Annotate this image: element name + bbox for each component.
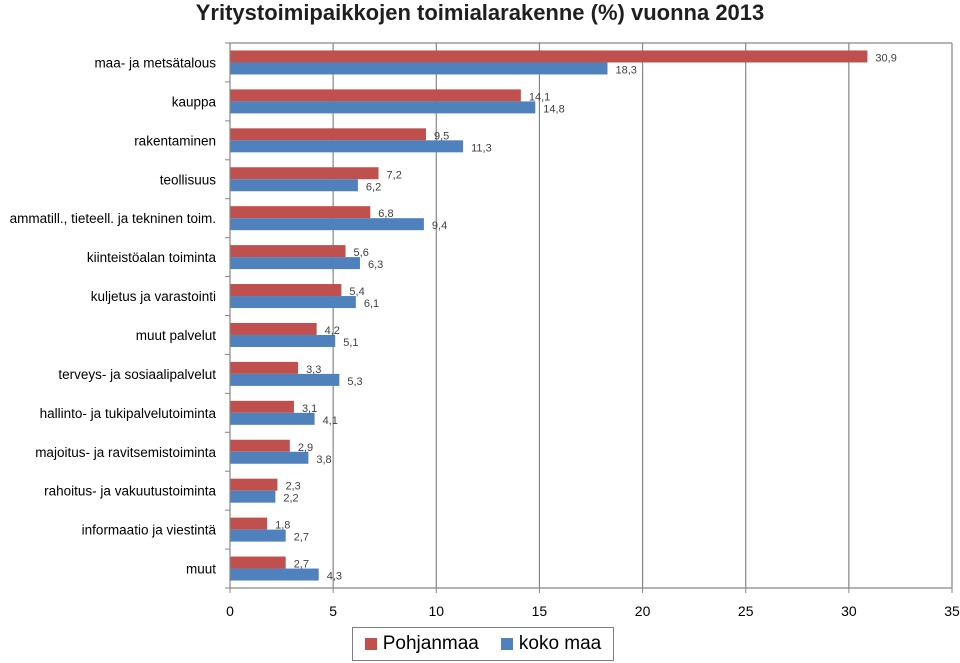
- category-label: muut: [186, 562, 216, 577]
- category-label: muut palvelut: [136, 328, 217, 343]
- bars: [230, 50, 868, 581]
- category-label: kuljetus ja varastointi: [91, 289, 216, 304]
- data-label-pohjanmaa: 30,9: [875, 52, 896, 64]
- bar-pohjanmaa: [230, 400, 294, 413]
- data-label-pohjanmaa: 3,1: [302, 403, 317, 415]
- data-label-koko-maa: 11,3: [471, 142, 492, 154]
- bar-pohjanmaa: [230, 50, 868, 63]
- bar-koko-maa: [230, 568, 319, 581]
- data-label-pohjanmaa: 7,2: [387, 169, 402, 181]
- bar-pohjanmaa: [230, 128, 426, 141]
- data-label-koko-maa: 2,7: [294, 532, 309, 544]
- data-label-koko-maa: 18,3: [616, 64, 637, 76]
- data-label-pohjanmaa: 2,9: [298, 442, 313, 454]
- data-label-koko-maa: 5,1: [343, 337, 358, 349]
- bar-pohjanmaa: [230, 361, 299, 374]
- bar-pohjanmaa: [230, 478, 278, 491]
- bar-koko-maa: [230, 490, 276, 503]
- x-tick-label: 5: [329, 603, 337, 619]
- data-label-pohjanmaa: 1,8: [275, 520, 290, 532]
- legend-label-koko-maa: koko maa: [518, 633, 602, 654]
- category-label: teollisuus: [160, 172, 217, 187]
- chart-title: Yritystoimipaikkojen toimialarakenne (%)…: [195, 0, 765, 25]
- bar-koko-maa: [230, 296, 356, 309]
- bar-koko-maa: [230, 179, 358, 192]
- legend-item-koko-maa: koko maa: [500, 633, 602, 655]
- data-label-koko-maa: 5,3: [347, 376, 362, 388]
- bar-pohjanmaa: [230, 89, 521, 102]
- gridlines: [230, 42, 953, 588]
- bar-koko-maa: [230, 257, 360, 270]
- data-label-pohjanmaa: 2,3: [285, 481, 300, 493]
- bar-pohjanmaa: [230, 206, 371, 219]
- category-label: ammatill., tieteell. ja tekninen toim.: [10, 211, 216, 226]
- legend-swatch-pohjanmaa: [364, 638, 377, 650]
- data-label-koko-maa: 9,4: [432, 220, 447, 232]
- bar-pohjanmaa: [230, 245, 346, 258]
- data-label-pohjanmaa: 5,4: [349, 286, 364, 298]
- data-label-pohjanmaa: 2,7: [294, 559, 309, 571]
- data-label-koko-maa: 2,2: [283, 493, 298, 505]
- x-tick-label: 35: [944, 603, 960, 619]
- bar-pohjanmaa: [230, 284, 342, 297]
- legend: Pohjanmaa koko maa: [352, 627, 614, 661]
- x-tick-label: 0: [226, 603, 234, 619]
- x-tick-label: 15: [532, 603, 548, 619]
- category-label: hallinto- ja tukipalvelutoiminta: [40, 406, 217, 421]
- x-tick-label: 10: [428, 603, 444, 619]
- bar-koko-maa: [230, 529, 286, 542]
- data-label-pohjanmaa: 6,8: [378, 208, 393, 220]
- x-tick-label: 20: [635, 603, 651, 619]
- category-label: terveys- ja sosiaalipalvelut: [58, 367, 216, 382]
- bar-koko-maa: [230, 412, 315, 425]
- data-label-koko-maa: 4,3: [327, 571, 342, 583]
- bar-pohjanmaa: [230, 439, 290, 452]
- data-label-koko-maa: 6,2: [366, 181, 381, 193]
- category-label: majoitus- ja ravitsemistoiminta: [35, 445, 216, 460]
- bar-pohjanmaa: [230, 167, 379, 180]
- data-label-pohjanmaa: 4,2: [325, 325, 340, 337]
- data-labels: 30,9 14,1 9,5 7,2 6,8 5,6 5,4 4,2 3,3 3,1 2,9 2,3 1,…: [275, 52, 897, 582]
- data-label-pohjanmaa: 14,1: [529, 91, 550, 103]
- category-label: informaatio ja viestintä: [82, 523, 217, 538]
- axes: 0 5 10 15 20 25 30 35 maa- ja metsätalous kauppa r…: [10, 42, 960, 619]
- bar-koko-maa: [230, 218, 424, 231]
- bar-koko-maa: [230, 101, 536, 114]
- category-label: maa- ja metsätalous: [94, 55, 216, 70]
- category-label: kiinteistöalan toiminta: [87, 250, 217, 265]
- data-label-pohjanmaa: 5,6: [354, 247, 369, 259]
- bar-pohjanmaa: [230, 322, 317, 335]
- data-label-koko-maa: 14,8: [543, 103, 564, 115]
- data-label-pohjanmaa: 9,5: [434, 130, 449, 142]
- legend-item-pohjanmaa: Pohjanmaa: [364, 633, 479, 655]
- bar-koko-maa: [230, 62, 608, 75]
- data-label-koko-maa: 4,1: [323, 415, 338, 427]
- data-label-koko-maa: 3,8: [316, 454, 331, 466]
- category-label: kauppa: [172, 94, 217, 109]
- category-label: rahoitus- ja vakuutustoiminta: [44, 484, 216, 499]
- legend-swatch-koko-maa: [500, 638, 513, 650]
- bar-pohjanmaa: [230, 517, 268, 530]
- bar-koko-maa: [230, 140, 464, 153]
- data-label-koko-maa: 6,1: [364, 298, 379, 310]
- data-label-pohjanmaa: 3,3: [306, 364, 321, 376]
- x-tick-label: 30: [841, 603, 857, 619]
- bar-pohjanmaa: [230, 556, 286, 569]
- data-label-koko-maa: 6,3: [368, 259, 383, 271]
- x-tick-label: 25: [738, 603, 754, 619]
- bar-koko-maa: [230, 334, 336, 347]
- bar-koko-maa: [230, 373, 340, 386]
- category-label: rakentaminen: [134, 133, 216, 148]
- bar-koko-maa: [230, 451, 309, 464]
- legend-label-pohjanmaa: Pohjanmaa: [382, 633, 479, 654]
